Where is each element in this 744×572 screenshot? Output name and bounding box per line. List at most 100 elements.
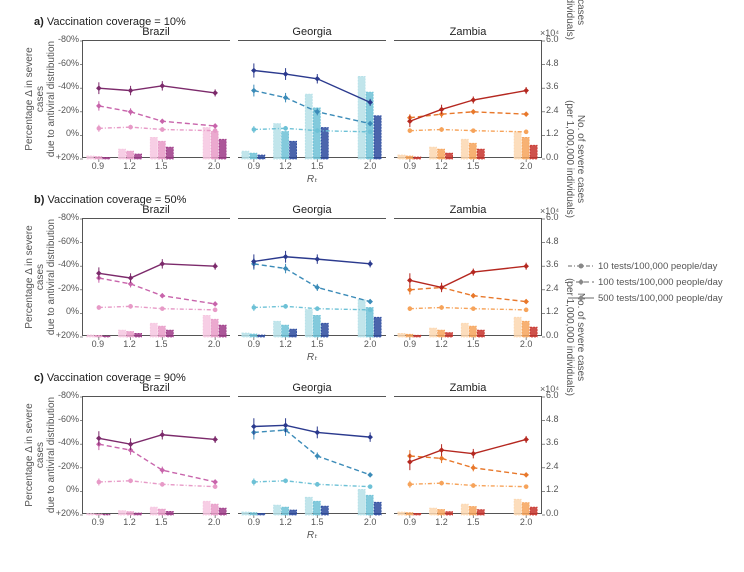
marker-diamond (439, 107, 445, 113)
bar (522, 503, 529, 515)
yleft-tick: +20% (56, 152, 79, 162)
marker-circle (471, 128, 476, 133)
x-tick: 1.5 (151, 339, 171, 349)
bar (313, 501, 320, 515)
series-line (410, 483, 526, 487)
bar (150, 323, 157, 337)
bar (414, 157, 421, 159)
marker-diamond (251, 424, 257, 430)
bar (87, 156, 94, 159)
marker-diamond (367, 434, 373, 440)
marker-diamond (407, 287, 413, 293)
marker-circle (524, 308, 529, 313)
bar (219, 508, 226, 515)
bar (477, 330, 484, 337)
yleft-tick: -40% (58, 437, 79, 447)
bar (158, 141, 165, 159)
yright-tick: 0.0 (546, 508, 559, 518)
marker-diamond (212, 90, 218, 96)
bar (438, 330, 445, 337)
bar (158, 509, 165, 515)
x-tick: 1.2 (276, 517, 296, 527)
bar (166, 511, 173, 515)
marker-circle (439, 305, 444, 310)
bar (358, 489, 365, 515)
marker-circle (213, 308, 218, 313)
bar (469, 507, 476, 515)
x-tick: 2.0 (516, 339, 536, 349)
col-title-georgia: Georgia (238, 26, 386, 38)
panel-svg (394, 219, 541, 335)
marker-diamond (470, 269, 476, 275)
yleft-tick: 0% (66, 128, 79, 138)
bar (258, 155, 265, 159)
legend-swatch (568, 292, 594, 304)
yleft-tick: -60% (58, 414, 79, 424)
marker-diamond (251, 88, 257, 94)
series-line (99, 278, 215, 304)
yleft-tick: -20% (58, 105, 79, 115)
x-tick: 2.0 (204, 161, 224, 171)
bar (219, 139, 226, 159)
x-tick: 2.0 (516, 517, 536, 527)
marker-circle (160, 127, 165, 132)
marker-diamond (470, 109, 476, 115)
yright-tick: 6.0 (546, 34, 559, 44)
series-line (254, 430, 370, 475)
marker-circle (128, 125, 133, 130)
marker-circle (213, 128, 218, 133)
bar (150, 137, 157, 159)
bar (406, 156, 413, 159)
marker-circle (128, 304, 133, 309)
bar (461, 504, 468, 515)
series-line (99, 481, 215, 487)
x-tick: 0.9 (244, 339, 264, 349)
marker-diamond (523, 263, 529, 269)
marker-circle (408, 306, 413, 311)
x-label: Rₜ (238, 352, 386, 363)
marker-diamond (407, 278, 413, 284)
marker-circle (283, 126, 288, 131)
yright-tick: 3.6 (546, 259, 559, 269)
series-line (410, 266, 526, 287)
marker-circle (252, 127, 257, 132)
series-line (99, 86, 215, 93)
marker-diamond (128, 109, 134, 115)
ylabel-left: Percentage Δ in severe cases due to anti… (24, 40, 57, 158)
col-title-zambia: Zambia (394, 382, 542, 394)
panel-c-brazil (82, 396, 230, 514)
panel-a-zambia (394, 40, 542, 158)
yleft-tick: -60% (58, 58, 79, 68)
panel-svg (394, 41, 541, 157)
bar (514, 317, 521, 337)
series-line (410, 91, 526, 122)
series-line (99, 444, 215, 482)
marker-diamond (128, 88, 134, 94)
legend-swatch (568, 276, 594, 288)
marker-diamond (407, 459, 413, 465)
panel-b-brazil (82, 218, 230, 336)
bar (87, 514, 94, 515)
series-line (410, 130, 526, 132)
bar (514, 499, 521, 515)
bar (398, 155, 405, 159)
marker-diamond (96, 85, 102, 91)
x-tick: 1.2 (276, 339, 296, 349)
marker-circle (439, 127, 444, 132)
bar (203, 501, 210, 515)
bar (438, 509, 445, 515)
marker-diamond (283, 423, 289, 429)
series-line (99, 306, 215, 310)
bar (461, 323, 468, 337)
bar (135, 333, 142, 337)
bar (430, 328, 437, 337)
bar (103, 336, 110, 337)
yleft-tick: -80% (58, 212, 79, 222)
bar (313, 108, 320, 159)
bar (374, 317, 381, 337)
bar (358, 300, 365, 337)
marker-diamond (407, 118, 413, 124)
marker-diamond (367, 299, 373, 305)
x-tick: 2.0 (360, 517, 380, 527)
marker-circle (471, 483, 476, 488)
